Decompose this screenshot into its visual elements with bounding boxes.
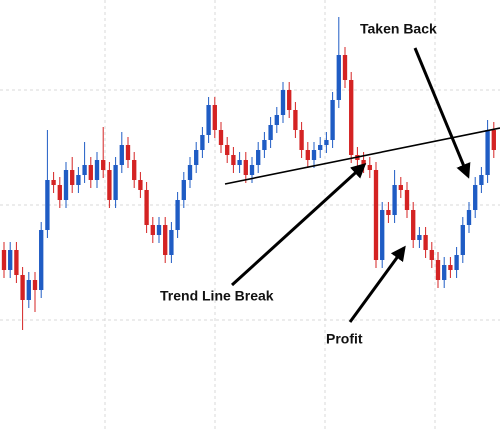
- candle-body: [237, 160, 242, 165]
- candle-body: [206, 105, 211, 135]
- candle-body: [299, 130, 304, 150]
- candle-body: [26, 280, 31, 300]
- candle-body: [330, 100, 335, 140]
- candle-body: [256, 150, 261, 165]
- arrow: [230, 162, 367, 287]
- candle-body: [392, 185, 397, 215]
- candle-body: [448, 265, 453, 270]
- candle-body: [460, 225, 465, 255]
- annotations: Taken Back Trend Line Break Profit: [160, 21, 500, 347]
- candle-body: [169, 230, 174, 255]
- candle-body: [367, 165, 372, 170]
- candle-body: [14, 250, 19, 275]
- candle-body: [82, 165, 87, 175]
- annotation: Profit: [326, 331, 363, 347]
- candle-body: [442, 265, 447, 280]
- candle-body: [466, 210, 472, 225]
- candle-body: [94, 160, 100, 180]
- candle-body: [70, 170, 75, 185]
- arrow: [348, 245, 406, 323]
- candle-body: [101, 160, 106, 170]
- candle-body: [287, 90, 292, 110]
- candle-body: [51, 180, 56, 185]
- candle-body: [231, 155, 236, 165]
- candle-body: [280, 90, 286, 115]
- candle-body: [305, 150, 310, 160]
- candle-body: [473, 185, 478, 210]
- candle-body: [454, 255, 459, 270]
- candle-body: [342, 55, 348, 80]
- candle-body: [361, 160, 366, 165]
- candle-body: [63, 170, 69, 200]
- candle-body: [181, 180, 186, 200]
- candle-body: [200, 135, 205, 150]
- candle-body: [243, 160, 248, 175]
- candle-body: [324, 140, 329, 145]
- candle-body: [373, 170, 379, 260]
- trend-line: [224, 127, 500, 185]
- candle-body: [144, 190, 149, 225]
- candle-body: [20, 275, 25, 300]
- candle-body: [119, 145, 124, 165]
- candle-body: [225, 145, 230, 155]
- candle-body: [398, 185, 403, 190]
- candle-body: [212, 105, 217, 130]
- candle-body: [435, 260, 441, 280]
- candle-body: [88, 165, 93, 180]
- candle-body: [107, 170, 112, 200]
- arrow: [413, 47, 471, 179]
- candle-body: [187, 165, 193, 180]
- candle-body: [39, 230, 44, 290]
- annotation: Taken Back: [360, 21, 437, 37]
- candle-body: [76, 175, 81, 185]
- candle-body: [485, 130, 490, 175]
- candle-body: [274, 115, 279, 125]
- candle-body: [194, 150, 199, 165]
- candles: [1, 17, 496, 330]
- candle-body: [411, 210, 416, 240]
- candle-body: [138, 180, 143, 190]
- candle-body: [150, 225, 155, 235]
- candle-body: [336, 55, 341, 100]
- candle-body: [311, 150, 317, 160]
- candle-body: [1, 250, 7, 270]
- candle-body: [380, 210, 385, 260]
- candle-body: [8, 250, 13, 270]
- candle-body: [175, 200, 180, 230]
- candle-body: [163, 225, 168, 255]
- candle-body: [113, 165, 118, 200]
- candle-body: [349, 80, 354, 155]
- candle-body: [218, 130, 224, 145]
- candle-body: [156, 225, 162, 235]
- candle-body: [268, 125, 273, 140]
- candle-body: [249, 165, 255, 175]
- candle-body: [429, 250, 434, 260]
- candle-body: [125, 145, 131, 160]
- candle-body: [479, 175, 484, 185]
- candle-body: [417, 235, 422, 240]
- candle-body: [404, 190, 410, 210]
- candle-body: [132, 160, 137, 180]
- candle-body: [45, 180, 50, 230]
- candle-body: [423, 235, 428, 250]
- candle-body: [57, 185, 62, 200]
- candle-body: [32, 280, 38, 290]
- candle-body: [293, 110, 298, 130]
- candle-body: [262, 140, 267, 150]
- candle-body: [491, 130, 496, 150]
- annotation: Trend Line Break: [160, 288, 274, 304]
- candle-body: [386, 210, 391, 215]
- candle-body: [318, 145, 323, 150]
